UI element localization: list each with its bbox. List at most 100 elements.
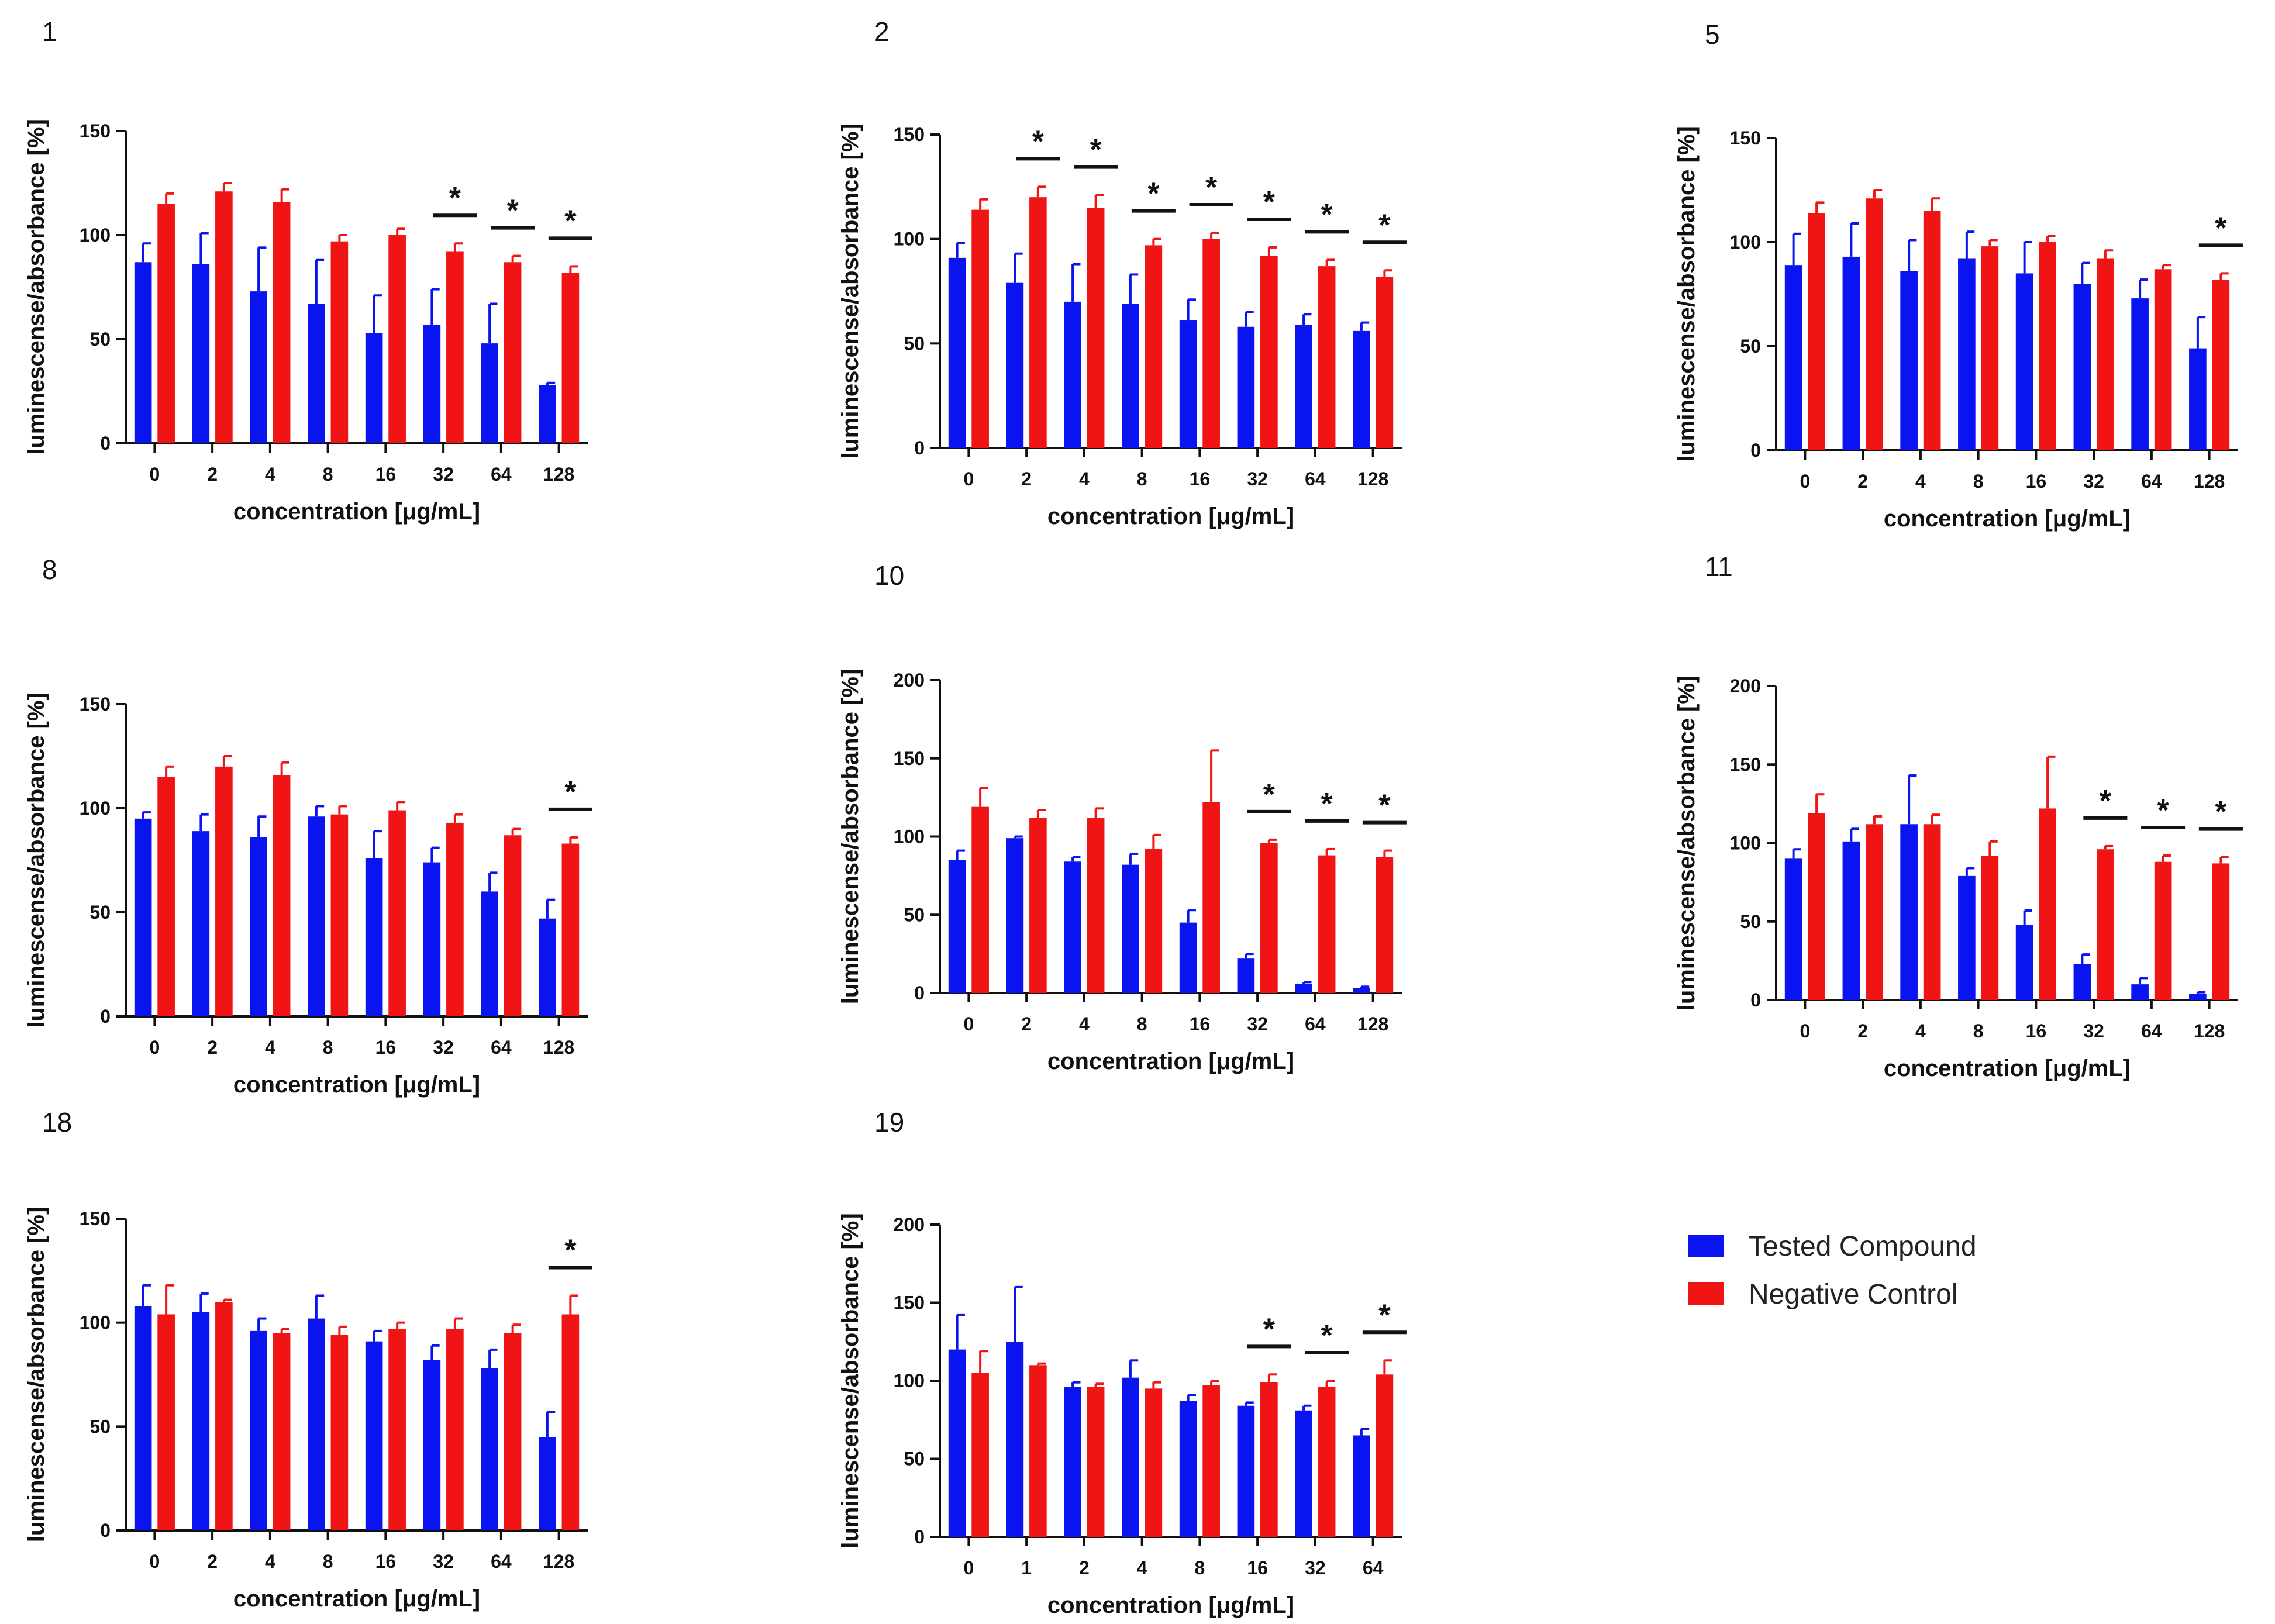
bar-tested-compound xyxy=(2073,964,2091,1000)
chart-panel-1: 1 0 50 100 150 luminescense/absorbance [%] con… xyxy=(23,16,592,525)
bar-negative-control xyxy=(971,806,989,993)
y-tick-label: 150 xyxy=(80,1208,111,1229)
y-tick-label: 100 xyxy=(80,1312,111,1333)
chart-panel-2: 2 0 50 100 150 luminescense/absorbance [%] con… xyxy=(837,16,1407,529)
y-tick-label: 100 xyxy=(894,1370,925,1391)
bar-tested-compound xyxy=(1122,864,1139,993)
x-tick-label: 16 xyxy=(375,464,397,485)
bar-tested-compound xyxy=(2131,984,2149,1000)
bar-tested-compound xyxy=(2189,348,2207,450)
panel-label: 18 xyxy=(42,1107,72,1137)
x-tick-label: 128 xyxy=(543,1037,574,1058)
y-tick-label: 50 xyxy=(89,1416,111,1437)
x-tick-label: 16 xyxy=(1190,1013,1211,1035)
bar-tested-compound xyxy=(1958,258,1976,450)
y-tick-label: 150 xyxy=(80,694,111,715)
x-axis-title: concentration [μg/mL] xyxy=(1047,1592,1294,1618)
x-tick-label: 8 xyxy=(323,1037,333,1058)
y-axis-title: luminescense/absorbance [%] xyxy=(837,1213,863,1549)
bar-tested-compound xyxy=(192,264,210,443)
significance-star: * xyxy=(507,194,519,228)
x-tick-label: 128 xyxy=(2194,1020,2225,1042)
x-tick-label: 2 xyxy=(1857,1020,1868,1042)
bar-negative-control xyxy=(1202,239,1220,448)
x-tick-label: 32 xyxy=(2083,471,2104,492)
x-tick-label: 8 xyxy=(1973,1020,1984,1042)
x-tick-label: 4 xyxy=(1915,471,1926,492)
bar-negative-control xyxy=(1923,211,1941,450)
x-tick-label: 0 xyxy=(1800,471,1810,492)
bar-negative-control xyxy=(273,1333,291,1530)
bar-negative-control xyxy=(157,204,175,443)
bar-negative-control xyxy=(2154,269,2172,450)
bar-tested-compound xyxy=(481,1368,498,1530)
bar-negative-control xyxy=(1260,1382,1278,1537)
bar-negative-control xyxy=(330,1335,349,1530)
bar-negative-control xyxy=(2097,849,2114,1000)
x-tick-label: 128 xyxy=(543,464,574,485)
bar-negative-control xyxy=(388,235,406,443)
bar-tested-compound xyxy=(1958,875,1976,1000)
significance-star: * xyxy=(1378,789,1391,823)
x-tick-label: 0 xyxy=(963,468,974,489)
bar-negative-control xyxy=(330,241,349,443)
x-tick-label: 4 xyxy=(265,1551,275,1572)
significance-star: * xyxy=(564,775,577,809)
bar-tested-compound xyxy=(1842,841,1860,1000)
bar-tested-compound xyxy=(1122,1377,1139,1537)
x-tick-label: 64 xyxy=(2141,1020,2162,1042)
bar-tested-compound xyxy=(1179,1401,1197,1537)
x-tick-label: 2 xyxy=(1021,1013,1032,1035)
bar-tested-compound xyxy=(1006,838,1024,993)
bar-tested-compound xyxy=(1784,265,1802,450)
bar-tested-compound xyxy=(1006,282,1024,448)
bar-negative-control xyxy=(1260,256,1278,448)
bar-tested-compound xyxy=(365,333,383,443)
y-tick-label: 150 xyxy=(894,748,925,769)
x-tick-label: 2 xyxy=(207,1551,218,1572)
bar-negative-control xyxy=(1202,1385,1220,1537)
bar-tested-compound xyxy=(250,1330,267,1530)
bar-negative-control xyxy=(2039,808,2056,1000)
significance-star: * xyxy=(1090,133,1102,167)
bar-negative-control xyxy=(1981,246,1999,450)
panel-label: 19 xyxy=(874,1107,904,1137)
bar-tested-compound xyxy=(1006,1342,1024,1537)
bar-tested-compound xyxy=(2015,273,2033,450)
bar-negative-control xyxy=(1376,276,1394,448)
chart-panel-8: 8 0 50 100 150 luminescense/absorbance [%] con… xyxy=(23,554,592,1098)
y-axis-title: luminescense/absorbance [%] xyxy=(1674,675,1700,1011)
bar-tested-compound xyxy=(308,1318,325,1530)
bar-negative-control xyxy=(215,766,233,1016)
y-tick-label: 100 xyxy=(894,229,925,250)
y-tick-label: 100 xyxy=(1730,232,1761,253)
significance-star: * xyxy=(564,1233,577,1267)
x-axis-title: concentration [μg/mL] xyxy=(233,1586,480,1612)
bar-negative-control xyxy=(1145,245,1163,448)
x-tick-label: 0 xyxy=(963,1557,974,1578)
bar-negative-control xyxy=(504,1333,522,1530)
x-tick-label: 32 xyxy=(1247,468,1268,489)
y-tick-label: 0 xyxy=(100,433,111,454)
bar-tested-compound xyxy=(539,918,556,1016)
significance-star: * xyxy=(564,204,577,238)
chart-panel-18: 18 0 50 100 150 luminescense/absorbance [%] co… xyxy=(23,1107,592,1612)
x-tick-label: 8 xyxy=(1137,1013,1147,1035)
bar-negative-control xyxy=(1808,213,1825,450)
x-tick-label: 16 xyxy=(1190,468,1211,489)
bar-negative-control xyxy=(2212,280,2230,450)
significance-star: * xyxy=(1378,1298,1391,1332)
bar-tested-compound xyxy=(1784,858,1802,1000)
bar-tested-compound xyxy=(192,831,210,1016)
significance-star: * xyxy=(2100,784,2112,818)
x-axis-title: concentration [μg/mL] xyxy=(1884,1056,2131,1081)
chart-panel-19: 19 0 50 100 150 200 luminescense/absorbance [%… xyxy=(837,1107,1407,1618)
bar-negative-control xyxy=(2039,242,2056,450)
bar-tested-compound xyxy=(1295,1410,1312,1537)
x-tick-label: 16 xyxy=(375,1037,397,1058)
bar-tested-compound xyxy=(134,818,152,1016)
bar-negative-control xyxy=(971,1373,989,1537)
bar-tested-compound xyxy=(539,1437,556,1530)
